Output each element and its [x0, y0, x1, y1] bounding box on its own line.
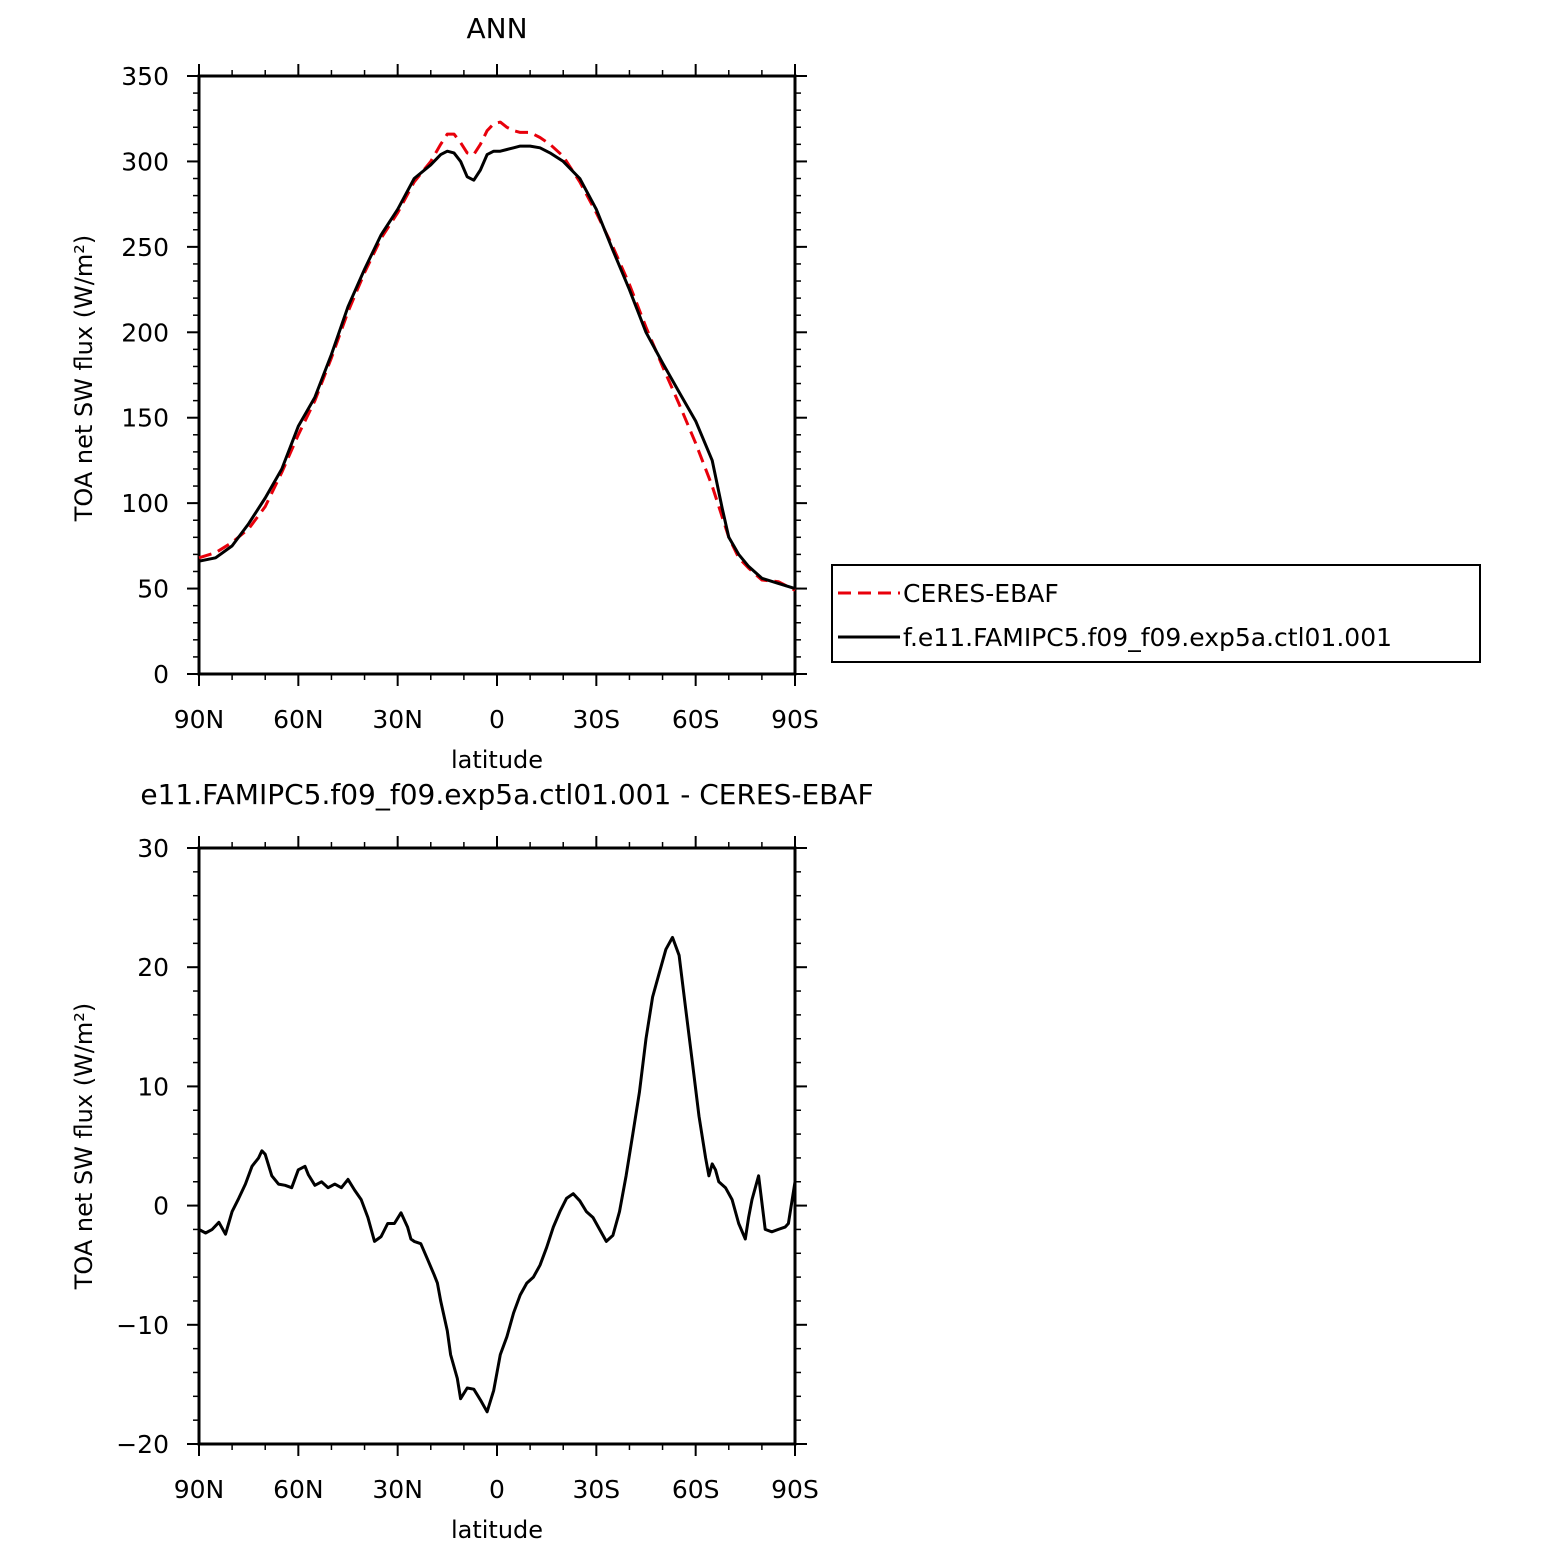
top-plot-frame — [197, 74, 797, 676]
x-tick-label: 0 — [489, 705, 505, 734]
x-tick-label: 90N — [174, 1475, 225, 1504]
bottom-series-group — [198, 935, 797, 1414]
x-tick-label: 60S — [672, 1475, 720, 1504]
top-panel: ANN 90N 60N 30N 0 30S 60S 90S 0 50 100 150 200 250 30… — [70, 12, 1481, 774]
y-tick-label: 30 — [137, 834, 169, 863]
x-tick-label: 90S — [771, 705, 819, 734]
top-y-axis-title: TOA net SW flux (W/m²) — [70, 235, 98, 523]
x-tick-label: 60S — [672, 705, 720, 734]
x-tick-label: 60N — [273, 1475, 324, 1504]
x-tick-label: 30S — [572, 705, 620, 734]
y-tick-label: 0 — [153, 660, 169, 689]
y-tick-label: 50 — [137, 575, 169, 604]
x-tick-label: 90N — [174, 705, 225, 734]
top-series-group — [198, 120, 796, 592]
bottom-y-axis-title: TOA net SW flux (W/m²) — [70, 1003, 98, 1291]
y-tick-label: 10 — [137, 1072, 169, 1101]
bottom-x-axis-title: latitude — [451, 1516, 543, 1544]
legend-label-ceres-ebaf: CERES-EBAF — [903, 579, 1059, 608]
bottom-plot-frame — [197, 846, 797, 1446]
series-ceres-ebaf — [198, 120, 796, 592]
y-tick-label: 20 — [137, 953, 169, 982]
y-tick-label: 300 — [121, 147, 169, 176]
x-tick-label: 0 — [489, 1475, 505, 1504]
series-line-0 — [198, 935, 797, 1414]
bottom-ticks: 90N 60N 30N 0 30S 60S 90S −20 −10 0 10 20 30 — [116, 834, 819, 1504]
bottom-chart-title: e11.FAMIPC5.f09_f09.exp5a.ctl01.001 - CE… — [140, 778, 873, 811]
y-tick-label: 150 — [121, 404, 169, 433]
y-tick-label: 100 — [121, 489, 169, 518]
y-tick-label: 200 — [121, 318, 169, 347]
y-tick-label: 350 — [121, 62, 169, 91]
x-tick-label: 30N — [372, 705, 423, 734]
bottom-panel: e11.FAMIPC5.f09_f09.exp5a.ctl01.001 - CE… — [70, 778, 874, 1544]
top-chart-title: ANN — [466, 12, 527, 45]
y-tick-label: 0 — [153, 1192, 169, 1221]
legend: CERES-EBAF f.e11.FAMIPC5.f09_f09.exp5a.c… — [831, 564, 1481, 663]
series-f-e11-famipc5-f09-f09-exp5a-ctl01-001 — [198, 144, 796, 591]
top-x-axis-title: latitude — [451, 746, 543, 774]
y-tick-label: 250 — [121, 233, 169, 262]
y-tick-label: −20 — [116, 1430, 169, 1459]
top-ticks: 90N 60N 30N 0 30S 60S 90S 0 50 100 150 200 250 300 350 — [121, 62, 819, 734]
legend-box — [831, 564, 1481, 663]
x-tick-label: 90S — [771, 1475, 819, 1504]
y-tick-label: −10 — [116, 1311, 169, 1340]
legend-label-model: f.e11.FAMIPC5.f09_f09.exp5a.ctl01.001 — [903, 623, 1392, 652]
x-tick-label: 30N — [372, 1475, 423, 1504]
x-tick-label: 60N — [273, 705, 324, 734]
x-tick-label: 30S — [572, 1475, 620, 1504]
